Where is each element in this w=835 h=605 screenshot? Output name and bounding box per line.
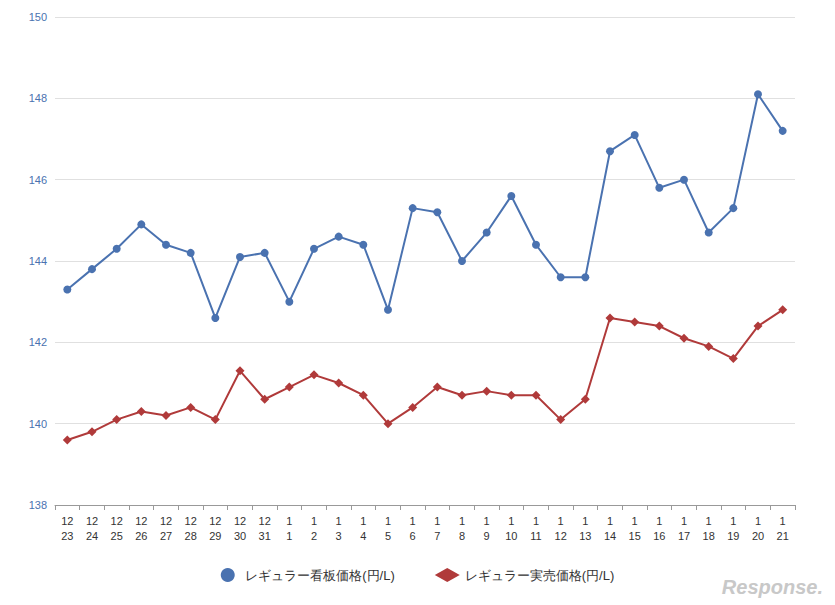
svg-text:16: 16 <box>653 530 665 542</box>
svg-text:140: 140 <box>29 418 47 430</box>
svg-text:1: 1 <box>681 515 687 527</box>
svg-text:142: 142 <box>29 336 47 348</box>
svg-text:13: 13 <box>579 530 591 542</box>
svg-text:29: 29 <box>209 530 221 542</box>
svg-text:24: 24 <box>86 530 98 542</box>
svg-text:148: 148 <box>29 92 47 104</box>
svg-text:12: 12 <box>111 515 123 527</box>
svg-text:27: 27 <box>160 530 172 542</box>
svg-text:12: 12 <box>185 515 197 527</box>
svg-text:レギュラー看板価格(円/L): レギュラー看板価格(円/L) <box>245 568 395 583</box>
svg-text:1: 1 <box>286 530 292 542</box>
svg-text:4: 4 <box>360 530 366 542</box>
svg-text:1: 1 <box>607 515 613 527</box>
svg-text:31: 31 <box>259 530 271 542</box>
svg-text:1: 1 <box>311 515 317 527</box>
svg-text:25: 25 <box>111 530 123 542</box>
svg-text:1: 1 <box>484 515 490 527</box>
svg-text:12: 12 <box>135 515 147 527</box>
svg-text:10: 10 <box>505 530 517 542</box>
svg-text:レギュラー実売価格(円/L): レギュラー実売価格(円/L) <box>465 568 615 583</box>
svg-text:12: 12 <box>234 515 246 527</box>
svg-text:15: 15 <box>629 530 641 542</box>
svg-text:1: 1 <box>508 515 514 527</box>
svg-text:12: 12 <box>160 515 172 527</box>
svg-text:1: 1 <box>385 515 391 527</box>
svg-text:19: 19 <box>727 530 739 542</box>
svg-text:7: 7 <box>434 530 440 542</box>
svg-text:1: 1 <box>286 515 292 527</box>
svg-text:5: 5 <box>385 530 391 542</box>
svg-text:23: 23 <box>61 530 73 542</box>
svg-text:12: 12 <box>86 515 98 527</box>
svg-text:3: 3 <box>336 530 342 542</box>
svg-text:1: 1 <box>632 515 638 527</box>
svg-text:1: 1 <box>558 515 564 527</box>
svg-text:11: 11 <box>530 530 541 542</box>
svg-text:1: 1 <box>336 515 342 527</box>
svg-text:26: 26 <box>135 530 147 542</box>
svg-text:28: 28 <box>185 530 197 542</box>
svg-text:1: 1 <box>656 515 662 527</box>
svg-text:1: 1 <box>360 515 366 527</box>
svg-text:1: 1 <box>706 515 712 527</box>
svg-text:Response.: Response. <box>722 576 823 598</box>
svg-text:1: 1 <box>410 515 416 527</box>
svg-text:12: 12 <box>259 515 271 527</box>
svg-text:1: 1 <box>730 515 736 527</box>
svg-text:30: 30 <box>234 530 246 542</box>
svg-text:9: 9 <box>484 530 490 542</box>
svg-text:2: 2 <box>311 530 317 542</box>
svg-text:6: 6 <box>410 530 416 542</box>
svg-text:144: 144 <box>29 255 47 267</box>
svg-text:12: 12 <box>209 515 221 527</box>
svg-text:1: 1 <box>582 515 588 527</box>
svg-text:1: 1 <box>434 515 440 527</box>
svg-text:12: 12 <box>61 515 73 527</box>
svg-text:150: 150 <box>29 11 47 23</box>
svg-text:8: 8 <box>459 530 465 542</box>
svg-text:1: 1 <box>533 515 539 527</box>
svg-text:14: 14 <box>604 530 616 542</box>
svg-text:17: 17 <box>678 530 690 542</box>
svg-text:12: 12 <box>555 530 567 542</box>
svg-text:146: 146 <box>29 174 47 186</box>
svg-text:1: 1 <box>459 515 465 527</box>
svg-text:20: 20 <box>752 530 764 542</box>
svg-text:18: 18 <box>703 530 715 542</box>
svg-text:21: 21 <box>777 530 789 542</box>
svg-text:138: 138 <box>29 499 47 511</box>
svg-text:1: 1 <box>780 515 786 527</box>
svg-text:1: 1 <box>755 515 761 527</box>
